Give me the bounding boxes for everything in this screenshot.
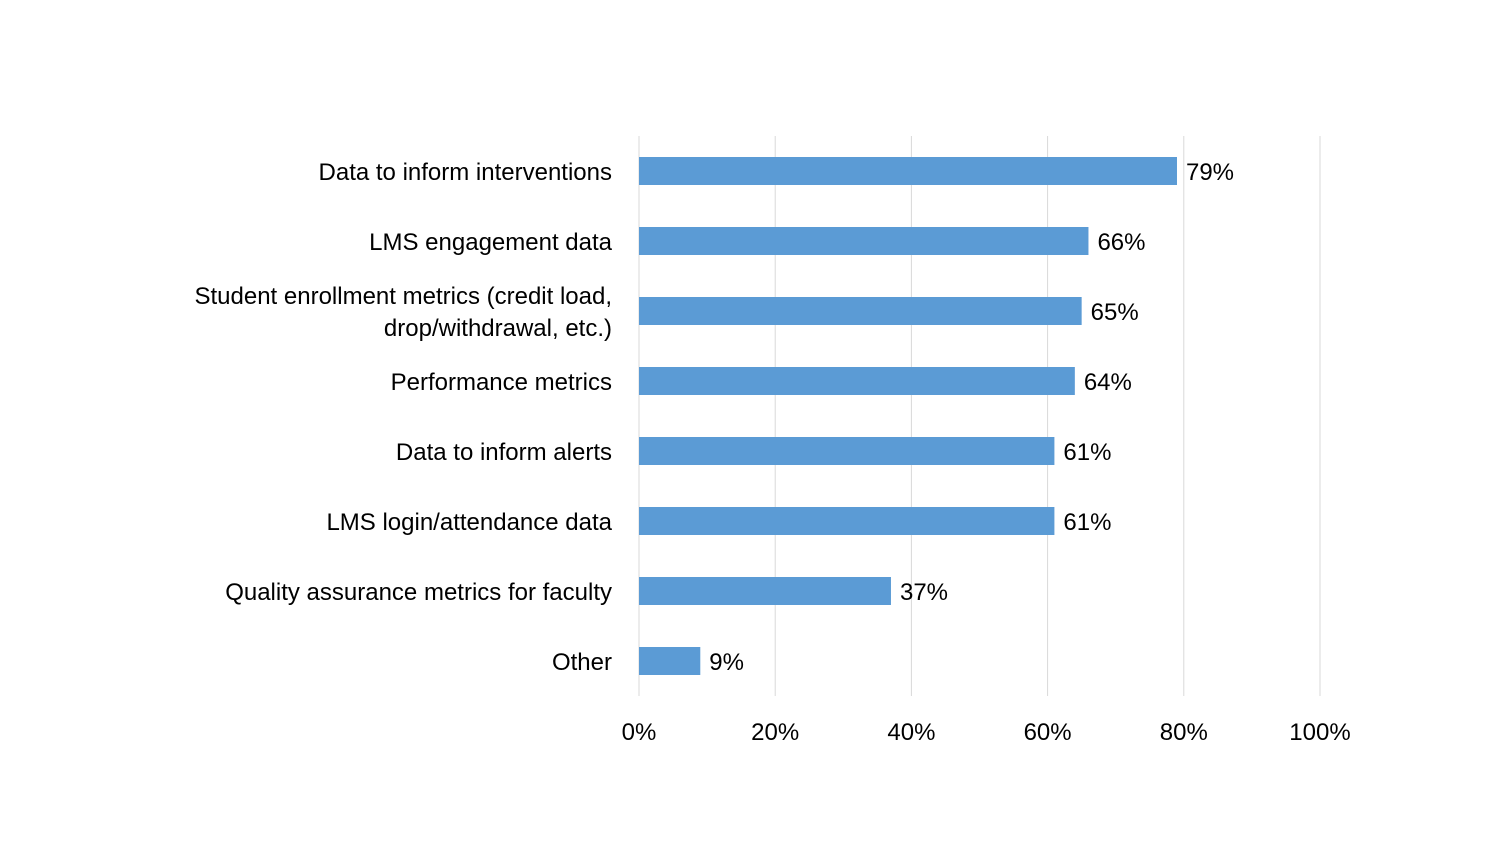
bar: [639, 647, 701, 675]
data-label: 65%: [1091, 299, 1139, 326]
category-label-line: Other: [552, 649, 612, 676]
x-tick-label: 20%: [751, 719, 799, 746]
category-label-line: Data to inform alerts: [396, 439, 612, 466]
data-label: 61%: [1063, 439, 1111, 466]
data-labels: 79% 66% 65% 64% 61% 61% 37% 9%: [709, 159, 1234, 676]
x-axis-tick-labels: 0% 20% 40% 60% 80% 100%: [622, 719, 1351, 746]
bar: [639, 367, 1075, 395]
x-tick-label: 100%: [1289, 719, 1350, 746]
category-label-line: LMS login/attendance data: [326, 509, 612, 536]
category-label-line: Performance metrics: [391, 369, 612, 396]
data-label: 9%: [709, 649, 744, 676]
data-label: 79%: [1186, 159, 1234, 186]
category-label: Data to inform alerts: [396, 439, 612, 466]
category-label-line: Quality assurance metrics for faculty: [225, 579, 612, 606]
x-tick-label: 40%: [887, 719, 935, 746]
category-label: Other: [552, 649, 612, 676]
bar: [639, 437, 1055, 465]
category-label-line: drop/withdrawal, etc.): [384, 315, 612, 342]
data-label: 37%: [900, 579, 948, 606]
category-label: Student enrollment metrics (credit load,…: [194, 283, 612, 342]
gridlines: [638, 136, 1321, 696]
category-label-line: Data to inform interventions: [319, 159, 612, 186]
data-label: 61%: [1063, 509, 1111, 536]
category-label: Quality assurance metrics for faculty: [225, 579, 612, 606]
category-labels: Data to inform interventions LMS engageme…: [194, 159, 612, 676]
category-label: Performance metrics: [391, 369, 612, 396]
bars: [639, 157, 1177, 675]
bar: [639, 507, 1055, 535]
category-label: LMS login/attendance data: [326, 509, 612, 536]
data-label: 66%: [1097, 229, 1145, 256]
bar: [639, 157, 1177, 185]
bar: [639, 577, 891, 605]
x-tick-label: 80%: [1160, 719, 1208, 746]
x-tick-label: 60%: [1024, 719, 1072, 746]
category-label-line: Student enrollment metrics (credit load,: [194, 283, 612, 310]
category-label: LMS engagement data: [369, 229, 612, 256]
data-label: 64%: [1084, 369, 1132, 396]
category-label: Data to inform interventions: [319, 159, 612, 186]
bar: [639, 227, 1089, 255]
bar: [639, 297, 1082, 325]
x-tick-label: 0%: [622, 719, 657, 746]
category-label-line: LMS engagement data: [369, 229, 612, 256]
